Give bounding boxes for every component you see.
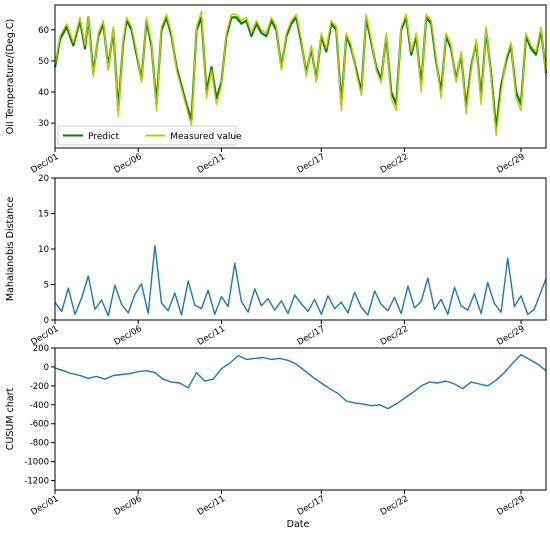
x-tick-label: Dec/06 (113, 324, 144, 348)
y-tick-label: 40 (38, 88, 49, 98)
legend-label: Measured value (170, 132, 242, 142)
x-tick-label: Dec/22 (379, 494, 410, 518)
legend: Predict Measured value (57, 125, 242, 146)
series-line (54, 244, 547, 317)
x-tick-label: Dec/17 (296, 324, 327, 348)
y-tick-label: 15 (38, 210, 49, 220)
cusum-panel: 200 0 -200 -400 -600 -800 -1000 -1200 Dec/01 Dec/… (5, 344, 547, 518)
x-tick-label: Dec/11 (196, 494, 227, 518)
oil-temperature-panel: 30 40 50 60 Dec/01 Dec/06 Dec/11 Dec/17 Dec/22 De… (5, 4, 548, 176)
x-axis-label: Date (287, 519, 310, 530)
series-line (54, 353, 547, 410)
y-axis-label: Oil Temperature/(Deg.C) (5, 19, 16, 134)
y-tick-label: -1200 (24, 477, 49, 487)
plot-frame (54, 4, 547, 149)
plot-frame (54, 347, 547, 491)
y-tick-label: -200 (30, 382, 49, 392)
y-axis-label: Mahalanobis Distance (5, 197, 16, 301)
x-tick-label: Dec/17 (296, 494, 327, 518)
x-tick-label: Dec/01 (29, 152, 60, 176)
x-tick-label: Dec/11 (196, 324, 227, 348)
y-tick-label: 200 (33, 344, 49, 354)
y-axis-label: CUSUM chart (5, 387, 16, 450)
x-tick-label: Dec/29 (495, 152, 526, 176)
y-tick-label: 0 (44, 363, 49, 373)
y-tick-label: 50 (38, 57, 49, 67)
x-tick-label: Dec/11 (196, 152, 227, 176)
x-tick-label: Dec/01 (29, 494, 60, 518)
y-tick-label: 20 (38, 174, 49, 184)
measured-value-line (54, 10, 547, 137)
y-tick-label: 5 (44, 281, 49, 291)
x-tick-label: Dec/06 (113, 494, 144, 518)
x-tick-label: Dec/06 (113, 152, 144, 176)
x-tick-label: Dec/17 (296, 152, 327, 176)
y-tick-label: -800 (30, 439, 49, 449)
y-tick-label: 0 (44, 316, 49, 326)
x-tick-label: Dec/22 (379, 152, 410, 176)
y-tick-label: 30 (38, 119, 49, 129)
legend-label: Predict (88, 132, 119, 142)
y-tick-label: -400 (30, 401, 49, 411)
y-tick-label: 10 (38, 245, 49, 255)
y-tick-label: -1000 (24, 458, 49, 468)
y-tick-label: -600 (30, 420, 49, 430)
x-tick-label: Dec/29 (495, 324, 526, 348)
x-tick-label: Dec/29 (495, 494, 526, 518)
y-tick-label: 60 (38, 26, 49, 36)
x-tick-label: Dec/22 (379, 324, 410, 348)
